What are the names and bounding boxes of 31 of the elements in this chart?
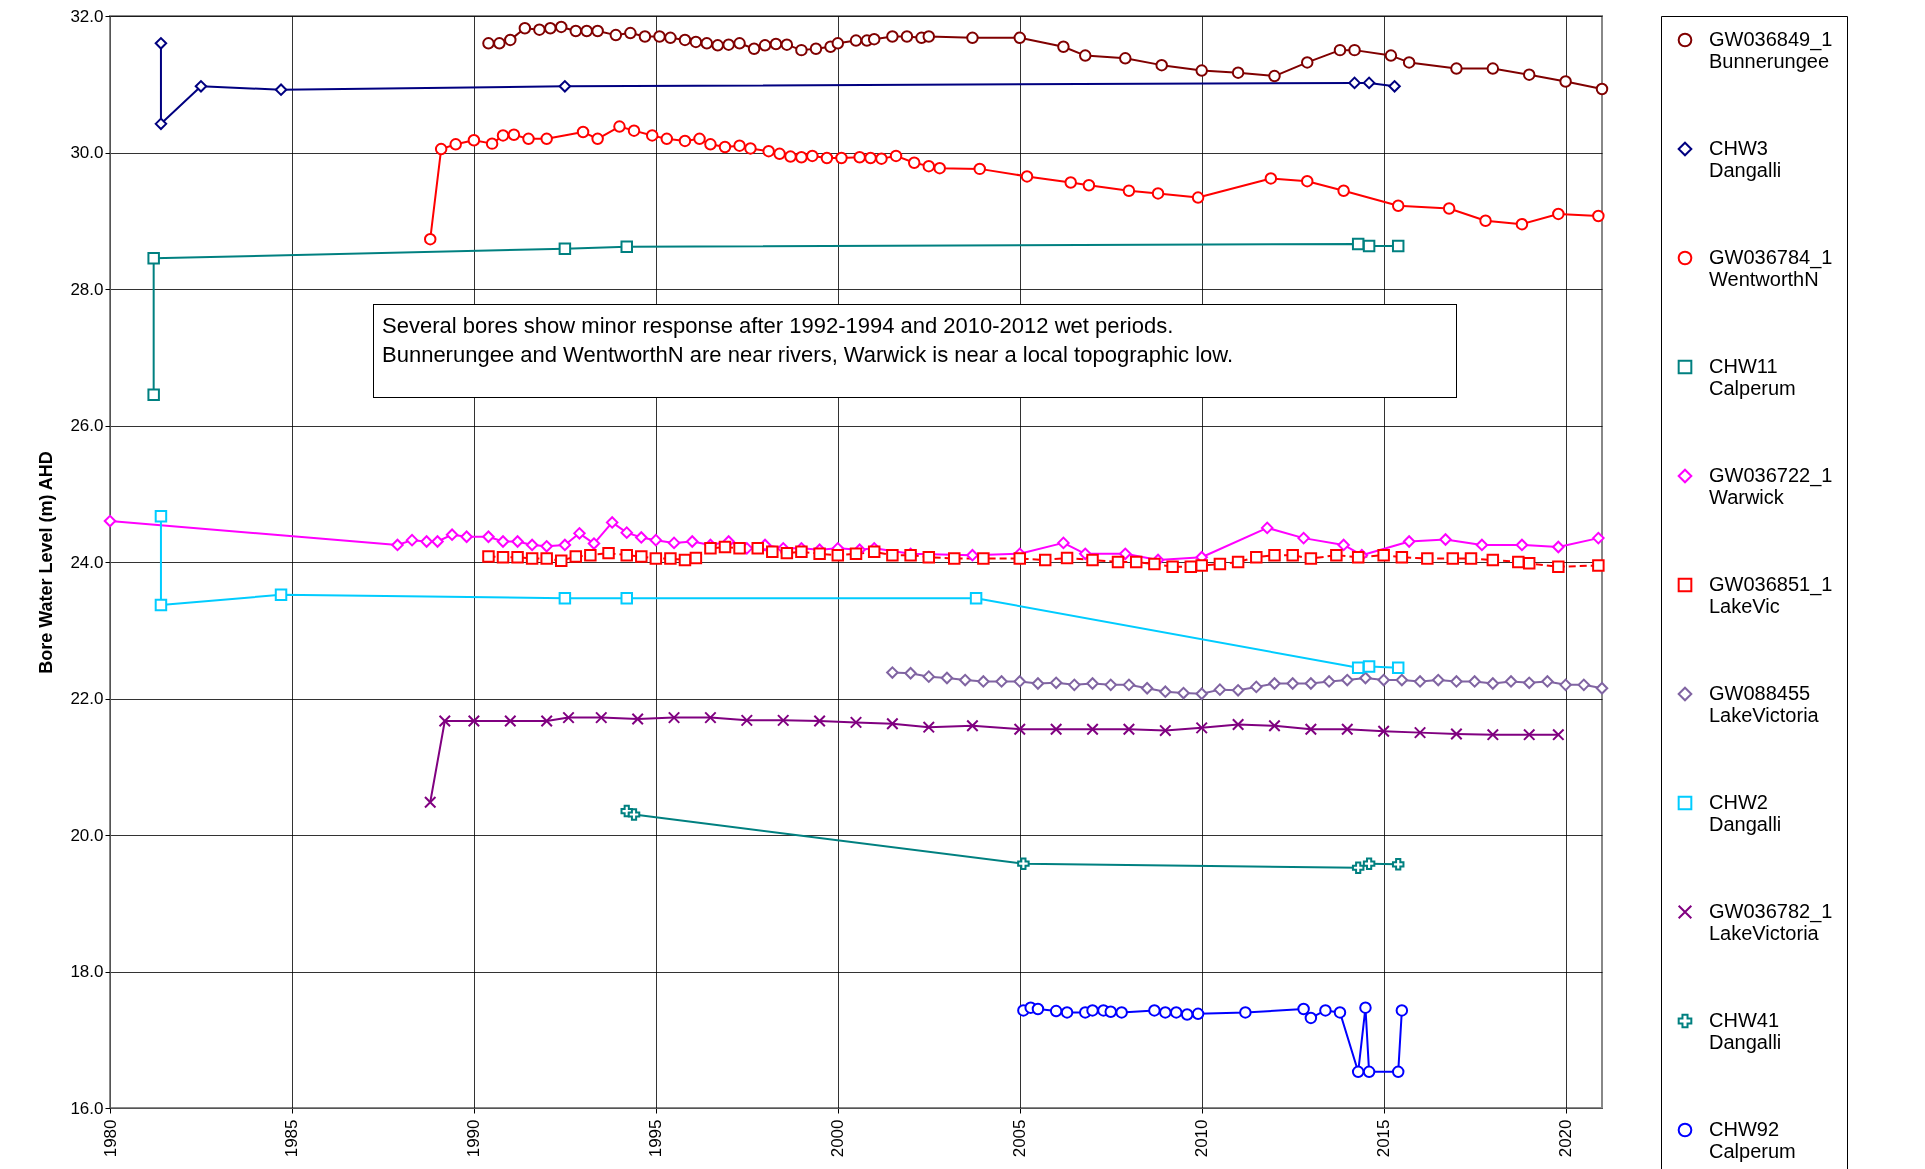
legend-label: GW036849_1 Bunnerungee bbox=[1709, 28, 1833, 72]
legend-label: CHW2 Dangalli bbox=[1709, 791, 1782, 835]
text-box: Several bores show minor response after 1992-1994 and 2010-2012 wet periods. Bunnerungee and WentworthN are near rivers, Warwick is near a local topographic low. bbox=[373, 304, 1457, 398]
y-tick-label: 32.0 bbox=[70, 6, 104, 26]
legend-label: GW036722_1 Warwick bbox=[1709, 464, 1833, 508]
legend-label: CHW41 Dangalli bbox=[1709, 1009, 1782, 1053]
x-tick-label: 2005 bbox=[1010, 1119, 1030, 1158]
x-tick-label: 2000 bbox=[828, 1119, 848, 1158]
x-tick-label: 1980 bbox=[100, 1119, 120, 1158]
y-tick-label: 24.0 bbox=[70, 552, 104, 572]
y-tick-label: 20.0 bbox=[70, 825, 104, 845]
x-tick-label: 1995 bbox=[646, 1119, 666, 1158]
legend-label: GW088455 LakeVictoria bbox=[1709, 682, 1820, 726]
x-tick-label: 2020 bbox=[1556, 1119, 1576, 1158]
legend-label: CHW11 Calperum bbox=[1709, 355, 1796, 399]
legend-label: GW036784_1 WentworthN bbox=[1709, 246, 1833, 290]
legend-label: CHW92 Calperum bbox=[1709, 1118, 1796, 1162]
y-tick-label: 28.0 bbox=[70, 279, 104, 299]
y-axis-title: Bore Water Level (m) AHD bbox=[36, 451, 57, 674]
y-tick-label: 18.0 bbox=[70, 962, 104, 981]
legend-label: CHW3 Dangalli bbox=[1709, 137, 1782, 181]
x-tick-label: 2010 bbox=[1192, 1119, 1212, 1158]
y-tick-label: 26.0 bbox=[70, 416, 104, 435]
y-tick-label: 30.0 bbox=[70, 143, 104, 162]
y-tick-label: 22.0 bbox=[70, 689, 104, 708]
x-tick-label: 1990 bbox=[464, 1119, 484, 1158]
x-tick-label: 1985 bbox=[282, 1119, 302, 1158]
legend-label: GW036782_1 LakeVictoria bbox=[1709, 900, 1833, 944]
y-tick-label: 16.0 bbox=[70, 1098, 104, 1118]
legend-label: GW036851_1 LakeVic bbox=[1709, 573, 1833, 617]
x-tick-label: 2015 bbox=[1374, 1119, 1394, 1158]
